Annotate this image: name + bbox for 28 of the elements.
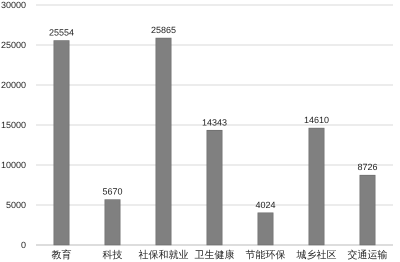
data-label: 5670 [102, 186, 123, 197]
data-label: 8726 [357, 162, 378, 172]
bar [206, 130, 222, 246]
bar [360, 174, 376, 246]
data-label: 25865 [150, 25, 176, 36]
x-tick-label: 科技 [102, 249, 122, 261]
data-label: 14343 [202, 117, 228, 128]
y-tick-label: 15000 [0, 120, 26, 130]
bar [54, 40, 70, 246]
x-tick-label: 教育 [52, 249, 72, 261]
data-label: 4024 [255, 200, 276, 210]
y-tick-label: 30000 [0, 0, 26, 10]
x-tick-label: 交通运输 [348, 249, 388, 261]
x-tick-label: 卫生健康 [194, 249, 234, 261]
y-tick-label: 5000 [6, 200, 26, 210]
x-tick-label: 节能环保 [246, 249, 286, 261]
data-label: 25554 [48, 28, 74, 38]
y-tick-label: 25000 [0, 40, 26, 50]
y-tick-label: 20000 [0, 80, 26, 90]
bar [258, 212, 274, 246]
y-tick-label: 10000 [0, 160, 26, 170]
x-tick-label: 社保和就业 [138, 249, 188, 261]
bar [104, 199, 120, 246]
y-tick-label: 0 [20, 240, 26, 250]
bar [156, 38, 172, 246]
bar [308, 128, 324, 246]
x-tick-label: 城乡社区 [296, 249, 336, 261]
data-label: 14610 [304, 115, 330, 126]
